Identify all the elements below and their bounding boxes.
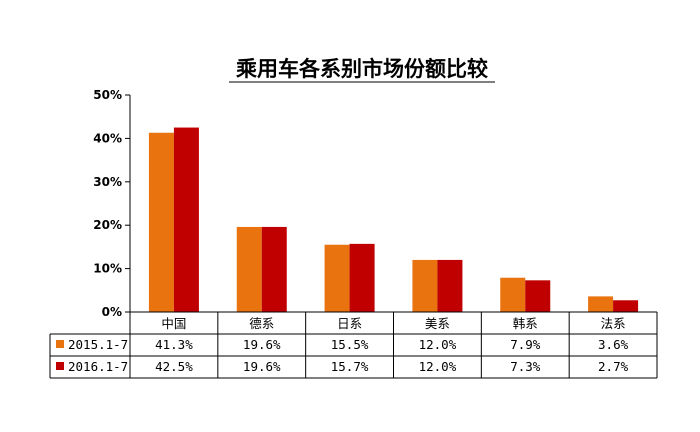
data-cell: 15.7% [331,359,369,374]
bar-2015 [500,277,526,312]
category-label: 日系 [337,316,362,331]
data-cell: 41.3% [155,337,193,352]
bar-2015 [324,244,350,312]
y-tick-label: 10% [93,262,122,276]
data-cell: 7.9% [510,337,541,352]
data-cell: 2.7% [598,359,629,374]
bar-2016 [349,243,375,312]
data-cell: 7.3% [510,359,541,374]
data-table: 中国 德系 日系 美系 韩系 法系 2015.1-7 41.3% 19.6% 15.5% 12.0%… [49,311,658,379]
data-cell: 19.6% [243,337,281,352]
legend-label: 2015.1-7 [68,337,128,352]
category-label: 中国 [161,316,186,331]
y-tick-label: 50% [93,88,122,102]
category-label: 美系 [425,316,450,331]
data-cell: 12.0% [419,359,457,374]
data-cell: 12.0% [419,337,457,352]
data-cell: 19.6% [243,359,281,374]
y-tick-label: 40% [93,131,122,145]
bar-2016 [261,226,287,312]
plot-area: 0% 10% 20% 30% 40% 50% [93,88,639,319]
bar-2016 [173,127,199,312]
data-cell: 3.6% [598,337,629,352]
category-label: 法系 [601,316,626,331]
data-cell: 15.5% [331,337,369,352]
legend-label: 2016.1-7 [68,359,128,374]
data-cell: 42.5% [155,359,193,374]
bar-2016 [525,280,551,312]
bar-2016 [437,259,463,312]
bar-2015 [588,296,614,312]
legend-swatch-2015 [56,340,64,348]
bar-2016 [613,300,639,312]
bar-2015 [148,132,174,312]
bar-2015 [236,226,262,312]
y-tick-label: 30% [93,175,122,189]
y-tick-label: 20% [93,218,122,232]
y-tick-label: 0% [102,305,122,319]
category-label: 韩系 [513,316,538,331]
chart-title: 乘用车各系别市场份额比较 [235,57,488,81]
category-label: 德系 [249,316,274,331]
legend-swatch-2016 [56,362,64,370]
bar-2015 [412,259,438,312]
